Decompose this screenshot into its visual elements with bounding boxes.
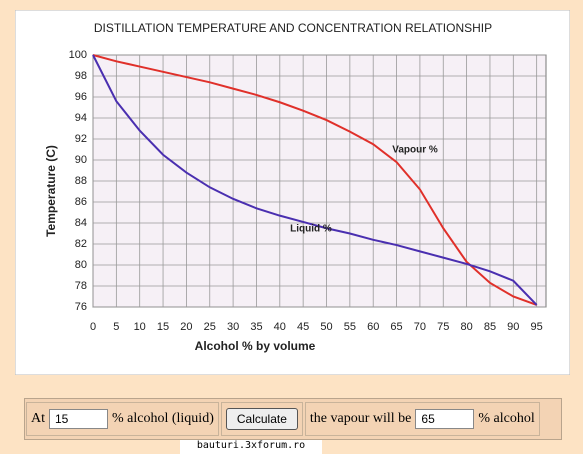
x-tick-label: 25 [204,321,216,333]
x-axis-title: Alcohol % by volume [195,339,316,353]
form-cell: Calculate [220,402,303,436]
x-tick-label: 10 [134,321,146,333]
vapour-input[interactable]: 65 [415,409,475,429]
x-tick-label: 70 [414,321,426,333]
x-tick-label: 30 [227,321,239,333]
chart: DISTILLATION TEMPERATURE AND CONCENTRATI… [15,10,570,375]
calculate-button[interactable]: Calculate [225,408,298,430]
y-tick-label: 92 [75,133,87,145]
x-tick-label: 85 [484,321,496,333]
x-tick-label: 90 [507,321,519,333]
footer: bauturi.3xforum.ro [180,440,322,454]
calculator-form: At 15 % alcohol (liquid) Calculate the vap… [24,398,562,440]
series-label: Liquid % [290,224,332,235]
series-label: Vapour % [392,145,438,156]
form-cell: At 15 % alcohol (liquid) [26,402,219,436]
y-tick-label: 100 [69,49,87,61]
x-tick-label: 5 [113,321,119,333]
y-tick-label: 94 [75,112,87,124]
label: % alcohol [478,411,535,426]
x-tick-label: 35 [250,321,262,333]
label: % alcohol (liquid) [112,411,214,426]
x-tick-label: 75 [437,321,449,333]
x-tick-label: 65 [390,321,402,333]
label: the vapour will be [309,411,412,426]
x-tick-label: 15 [157,321,169,333]
y-tick-label: 80 [75,259,87,271]
series-line [92,54,537,306]
x-tick-label: 0 [90,321,96,333]
y-tick-label: 82 [75,238,87,250]
x-tick-label: 45 [297,321,309,333]
x-tick-label: 50 [320,321,332,333]
chart-title: DISTILLATION TEMPERATURE AND CONCENTRATI… [94,21,492,35]
x-tick-label: 40 [274,321,286,333]
y-tick-label: 88 [75,175,87,187]
liquid-input[interactable]: 15 [49,409,108,429]
series-line [92,54,538,306]
x-tick-label: 95 [531,321,543,333]
y-axis-title: Temperature (C) [44,145,58,237]
y-tick-label: 98 [75,70,87,82]
y-tick-label: 90 [75,154,87,166]
y-tick-label: 86 [75,196,87,208]
x-tick-label: 20 [180,321,192,333]
x-tick-label: 55 [344,321,356,333]
form-cell: the vapour will be 65% alcohol [304,402,540,436]
x-tick-label: 80 [460,321,472,333]
y-tick-label: 96 [75,91,87,103]
y-tick-label: 78 [75,280,87,292]
y-tick-label: 76 [75,301,87,313]
x-tick-label: 60 [367,321,379,333]
label: At [31,411,45,426]
y-tick-label: 84 [75,217,87,229]
